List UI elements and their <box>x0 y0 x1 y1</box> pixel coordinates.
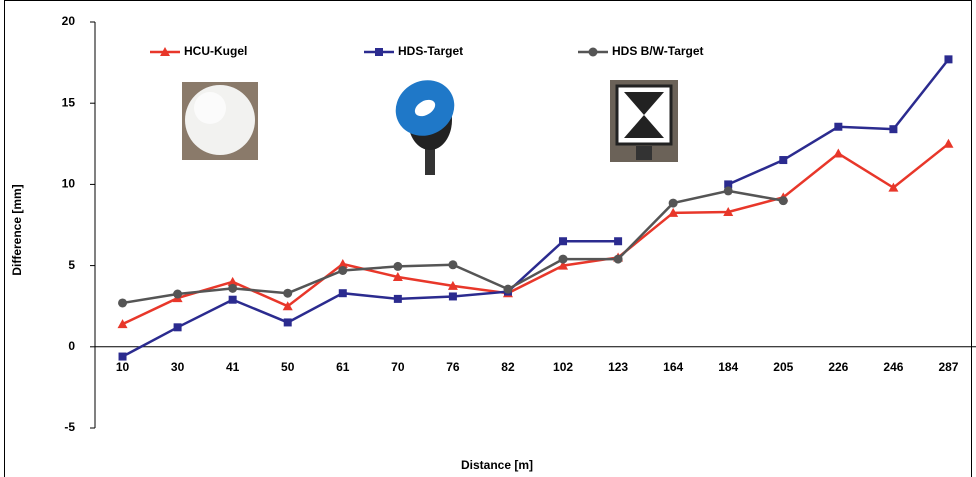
marker <box>160 47 170 56</box>
sphere-photo <box>182 82 258 160</box>
marker <box>448 292 457 301</box>
marker <box>393 261 403 271</box>
legend-label: HCU-Kugel <box>184 44 247 58</box>
x-tick-label: 30 <box>171 360 185 374</box>
y-tick-label: 5 <box>68 258 75 272</box>
marker <box>173 323 182 332</box>
x-tick-label: 205 <box>773 360 793 374</box>
chart-frame <box>4 0 972 477</box>
marker <box>338 265 348 275</box>
marker <box>724 180 733 189</box>
marker <box>668 207 679 217</box>
x-tick-label: 184 <box>718 360 738 374</box>
x-tick-label: 61 <box>336 360 350 374</box>
marker <box>228 295 237 304</box>
y-tick-label: 20 <box>62 14 76 28</box>
x-axis-label: Distance [m] <box>461 458 533 472</box>
marker <box>118 298 128 308</box>
marker <box>588 47 598 57</box>
y-tick-label: 15 <box>62 95 76 109</box>
x-tick-label: 102 <box>553 360 573 374</box>
x-tick-label: 76 <box>446 360 460 374</box>
marker <box>173 289 183 299</box>
y-tick-label: 0 <box>68 339 75 353</box>
marker <box>392 271 403 281</box>
marker <box>888 182 899 192</box>
x-tick-label: 123 <box>608 360 628 374</box>
marker <box>834 122 843 131</box>
marker <box>558 260 569 270</box>
x-tick-label: 246 <box>883 360 903 374</box>
marker <box>282 301 293 311</box>
marker <box>723 186 733 196</box>
marker <box>723 207 734 217</box>
x-tick-label: 70 <box>391 360 405 374</box>
marker <box>337 258 348 268</box>
marker <box>228 283 238 293</box>
target-photo <box>395 80 455 175</box>
marker <box>503 284 513 294</box>
marker <box>447 280 458 290</box>
marker <box>559 237 568 246</box>
y-tick-label: -5 <box>64 420 75 434</box>
legend-label: HDS-Target <box>398 44 463 58</box>
legend-label: HDS B/W-Target <box>612 44 704 58</box>
series-line <box>121 142 950 326</box>
x-tick-label: 50 <box>281 360 295 374</box>
marker <box>227 276 238 286</box>
x-tick-label: 10 <box>116 360 130 374</box>
marker <box>668 198 678 208</box>
marker <box>943 138 954 148</box>
marker <box>613 254 623 264</box>
marker <box>448 260 458 270</box>
marker <box>338 289 347 298</box>
marker <box>779 156 788 165</box>
marker <box>778 196 788 206</box>
x-tick-label: 226 <box>828 360 848 374</box>
marker <box>944 55 953 64</box>
marker <box>393 294 402 303</box>
marker <box>833 148 844 158</box>
marker <box>558 254 568 264</box>
marker <box>117 319 128 329</box>
x-tick-label: 164 <box>663 360 683 374</box>
marker <box>375 48 383 56</box>
x-tick-label: 82 <box>501 360 515 374</box>
x-tick-label: 41 <box>226 360 240 374</box>
x-tick-label: 287 <box>938 360 958 374</box>
marker <box>614 237 623 246</box>
y-axis-label: Difference [mm] <box>10 184 24 275</box>
y-tick-label: 10 <box>62 177 76 191</box>
marker <box>889 125 898 134</box>
marker <box>283 288 293 298</box>
bw-target-photo <box>610 80 678 162</box>
marker <box>118 352 127 361</box>
marker <box>283 318 292 327</box>
